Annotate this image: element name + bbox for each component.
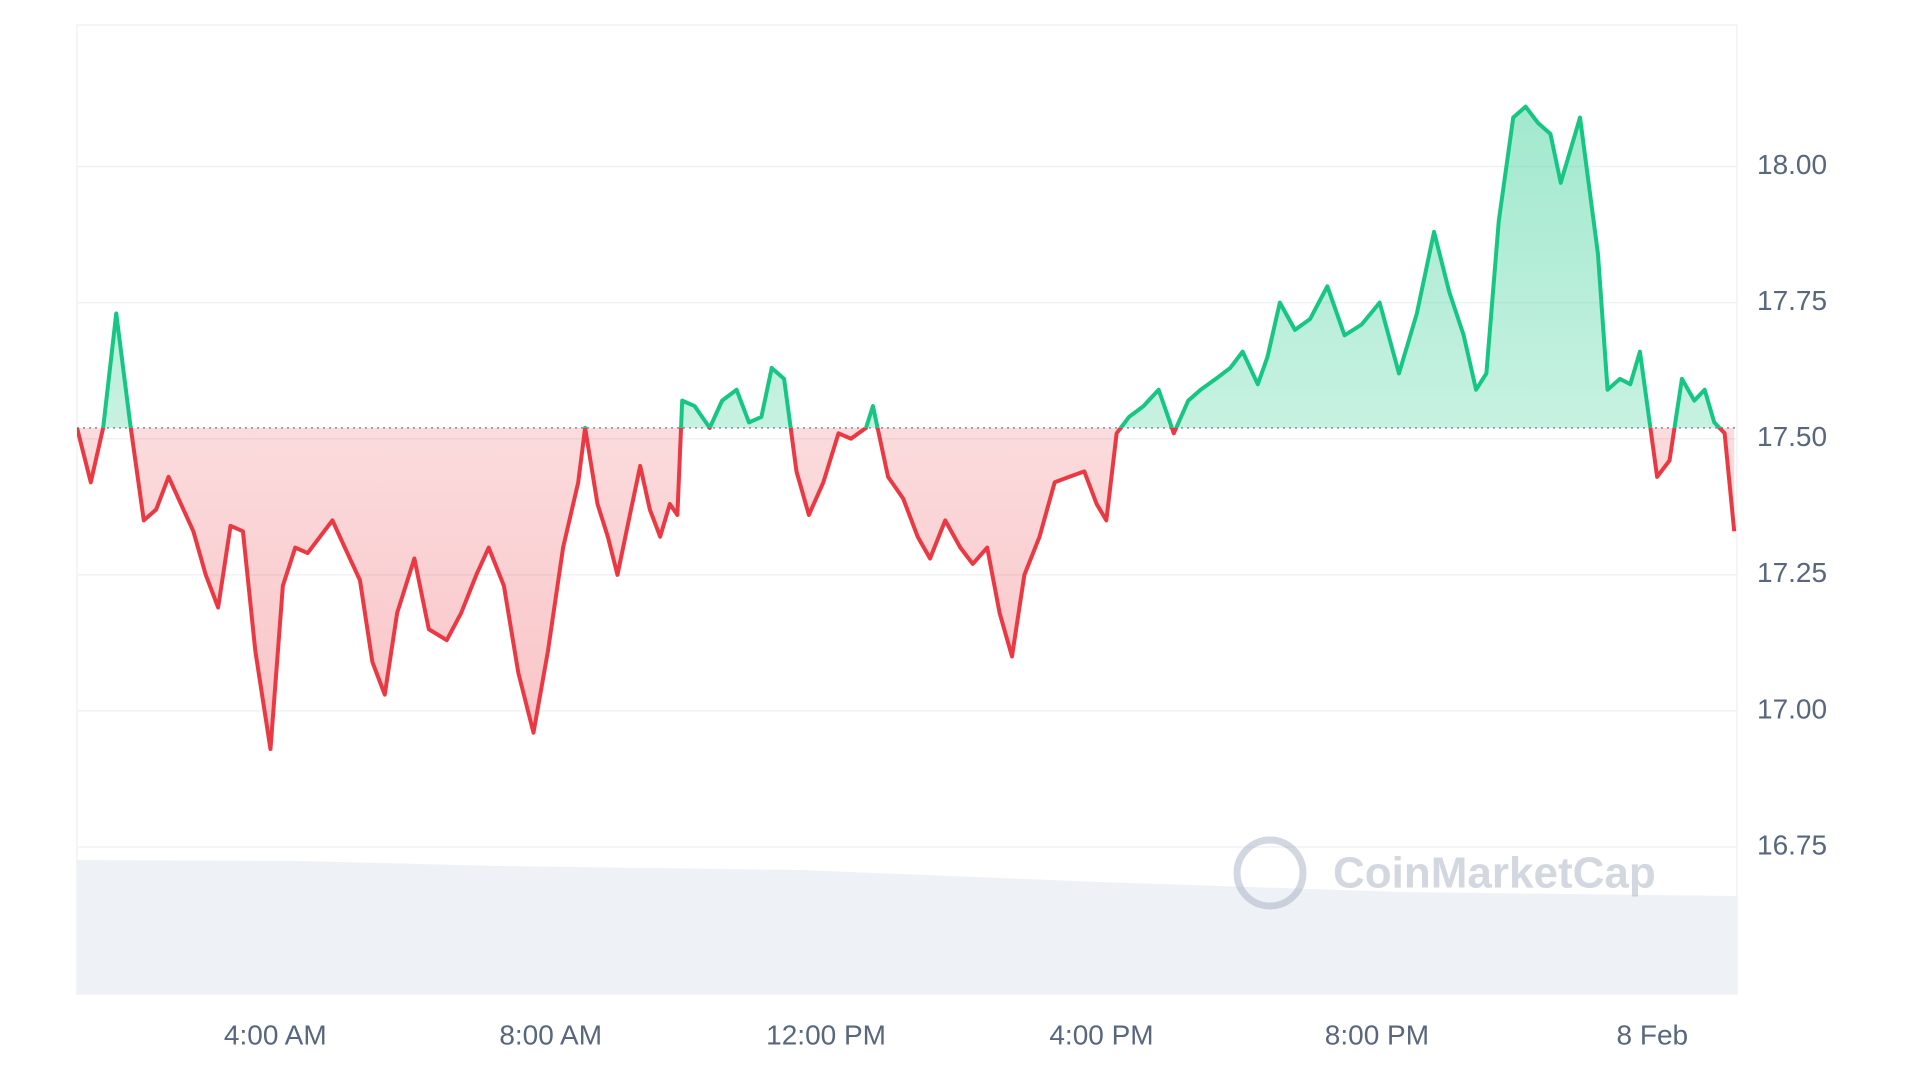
- y-tick-label: 16.75: [1757, 829, 1827, 860]
- x-tick-label: 4:00 AM: [224, 1019, 327, 1050]
- line-down: [77, 427, 1737, 752]
- y-tick-label: 17.50: [1757, 421, 1827, 452]
- x-tick-label: 8:00 PM: [1325, 1019, 1429, 1050]
- area-down: [77, 427, 1735, 750]
- y-tick-label: 17.25: [1757, 557, 1827, 588]
- watermark: CoinMarketCap: [1233, 836, 1656, 910]
- y-tick-label: 18.00: [1757, 149, 1827, 180]
- watermark-text: CoinMarketCap: [1333, 849, 1656, 898]
- y-tick-label: 17.75: [1757, 285, 1827, 316]
- x-tick-label: 4:00 PM: [1049, 1019, 1153, 1050]
- x-tick-label: 8 Feb: [1617, 1019, 1689, 1050]
- volume-band: [77, 860, 1737, 994]
- watermark-logo: [1233, 836, 1307, 910]
- x-tick-label: 8:00 AM: [499, 1019, 602, 1050]
- area-up: [103, 106, 1720, 428]
- x-tick-label: 12:00 PM: [766, 1019, 886, 1050]
- y-tick-label: 17.00: [1757, 693, 1827, 724]
- line-up: [77, 104, 1723, 428]
